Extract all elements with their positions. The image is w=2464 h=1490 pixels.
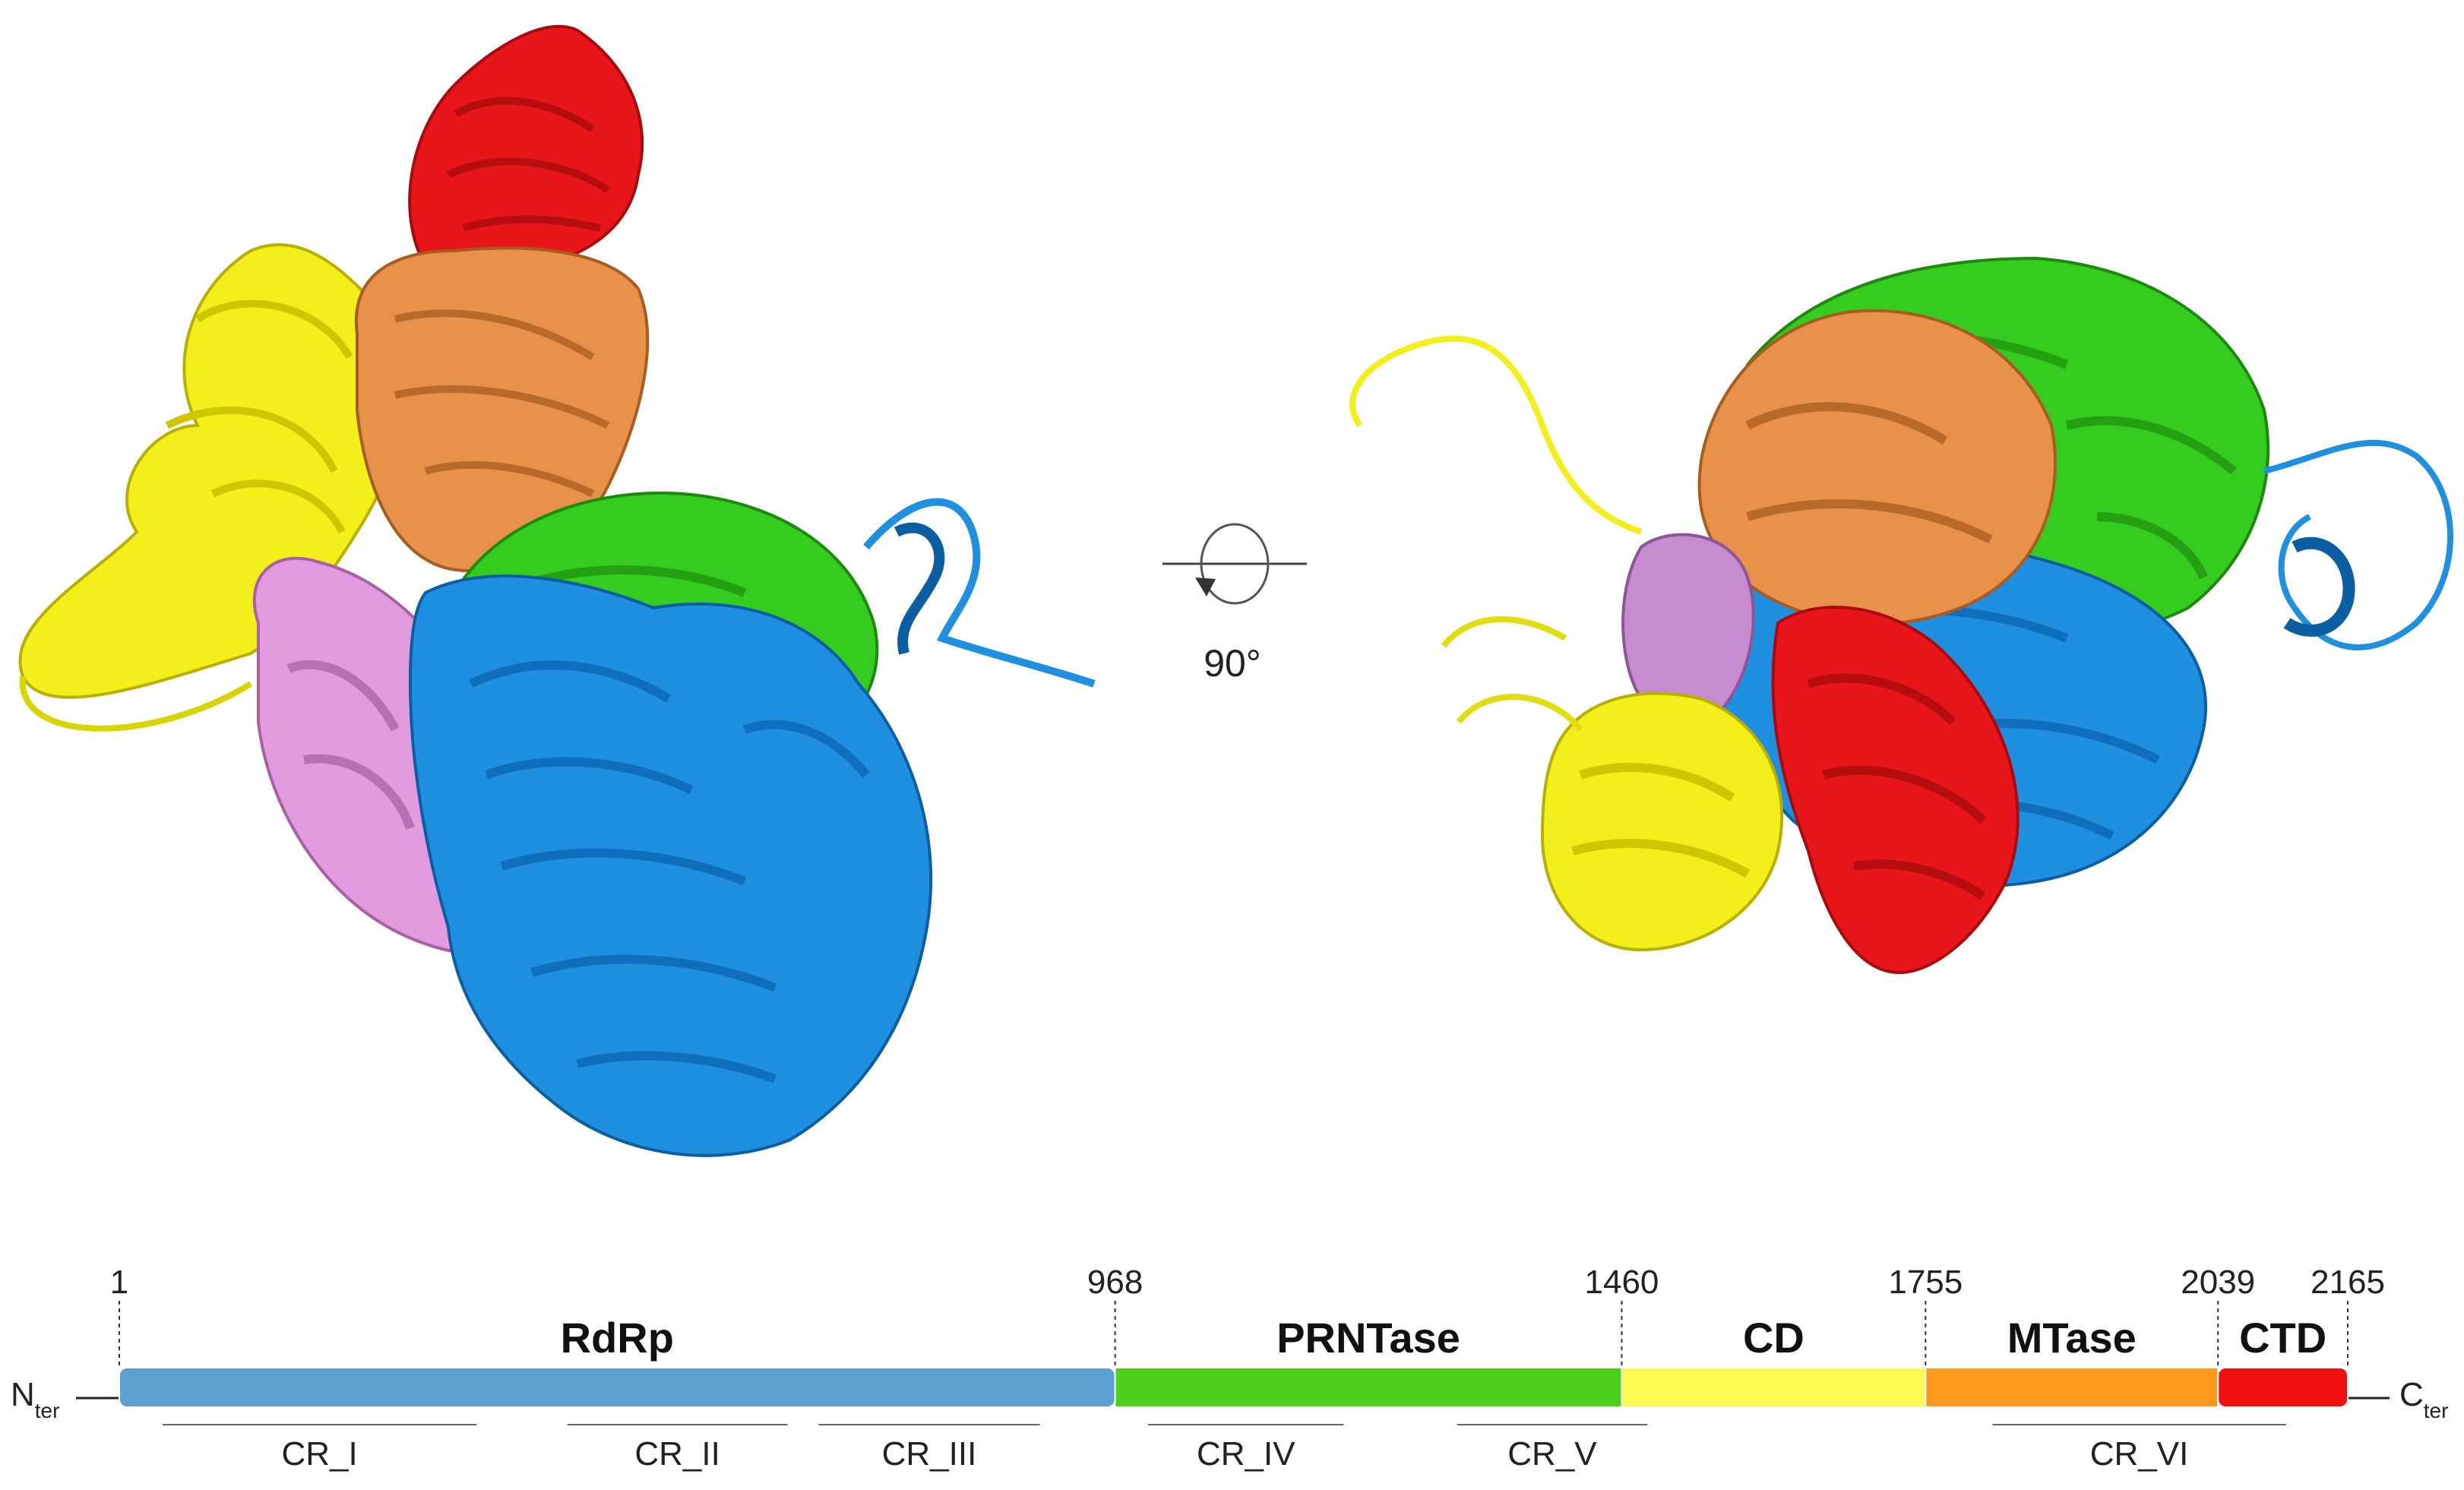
boundary-label: 2165 bbox=[2311, 1264, 2385, 1301]
boundary-label: 1 bbox=[110, 1264, 128, 1301]
domain-bars: RdRp PRNTase CD MTase CTD bbox=[119, 1314, 2349, 1408]
conserved-regions: CR_I CR_II CR_III CR_IV CR_V CR_VI bbox=[162, 1424, 2286, 1473]
cr-label-cr_iv: CR_IV bbox=[1197, 1435, 1295, 1473]
n-terminal-label: Nter bbox=[11, 1376, 59, 1422]
domain-bar-cd bbox=[1621, 1367, 1927, 1408]
structure-cd-region-rotated bbox=[1441, 616, 1784, 952]
boundary-label: 968 bbox=[1087, 1264, 1143, 1301]
c-terminal-label: Cter bbox=[2399, 1376, 2448, 1422]
structure-mtase-region-rotated bbox=[1697, 308, 2057, 625]
domain-label-ctd: CTD bbox=[2239, 1314, 2326, 1362]
boundary-ticks: 1 968 1460 1755 2039 2165 bbox=[110, 1264, 2385, 1369]
rotation-arrow-icon bbox=[1200, 523, 1270, 605]
domain-label-rdrp: RdRp bbox=[561, 1314, 674, 1362]
boundary-label: 2039 bbox=[2181, 1264, 2255, 1301]
cr-label-cr_ii: CR_II bbox=[634, 1435, 720, 1473]
structure-cd-loop bbox=[1349, 335, 1643, 535]
boundary-label: 1755 bbox=[1888, 1264, 1963, 1301]
cr-label-cr_iii: CR_III bbox=[882, 1435, 977, 1473]
protein-structure-front-view bbox=[18, 24, 1096, 1157]
rotation-label: 90° bbox=[1204, 642, 1261, 685]
protein-structure-rotated-view bbox=[1349, 256, 2453, 975]
boundary-label: 1460 bbox=[1585, 1264, 1659, 1301]
domain-label-prntase: PRNTase bbox=[1276, 1314, 1460, 1362]
structure-ctd-region bbox=[408, 24, 644, 274]
cr-label-cr_v: CR_V bbox=[1507, 1435, 1597, 1473]
domain-label-mtase: MTase bbox=[2007, 1314, 2137, 1362]
domain-bar-ctd bbox=[2217, 1367, 2349, 1408]
domain-bar-rdrp bbox=[119, 1367, 1116, 1408]
rotation-indicator: 90° bbox=[1162, 523, 1307, 685]
cr-label-cr_i: CR_I bbox=[281, 1435, 357, 1473]
structure-rdrp-region bbox=[408, 498, 1096, 1157]
cr-label-cr_vi: CR_VI bbox=[2090, 1435, 2189, 1473]
domain-map: Nter Cter RdRp PRNTase CD MTase CTD 1 968 1460… bbox=[11, 1264, 2448, 1473]
domain-bar-prntase bbox=[1114, 1367, 1623, 1408]
domain-bar-mtase bbox=[1925, 1367, 2219, 1408]
rotation-arrowhead-icon bbox=[1195, 577, 1216, 596]
structure-mtase-region bbox=[354, 246, 650, 573]
domain-label-cd: CD bbox=[1743, 1314, 1805, 1362]
structure-ctd-region-rotated bbox=[1771, 606, 2020, 975]
